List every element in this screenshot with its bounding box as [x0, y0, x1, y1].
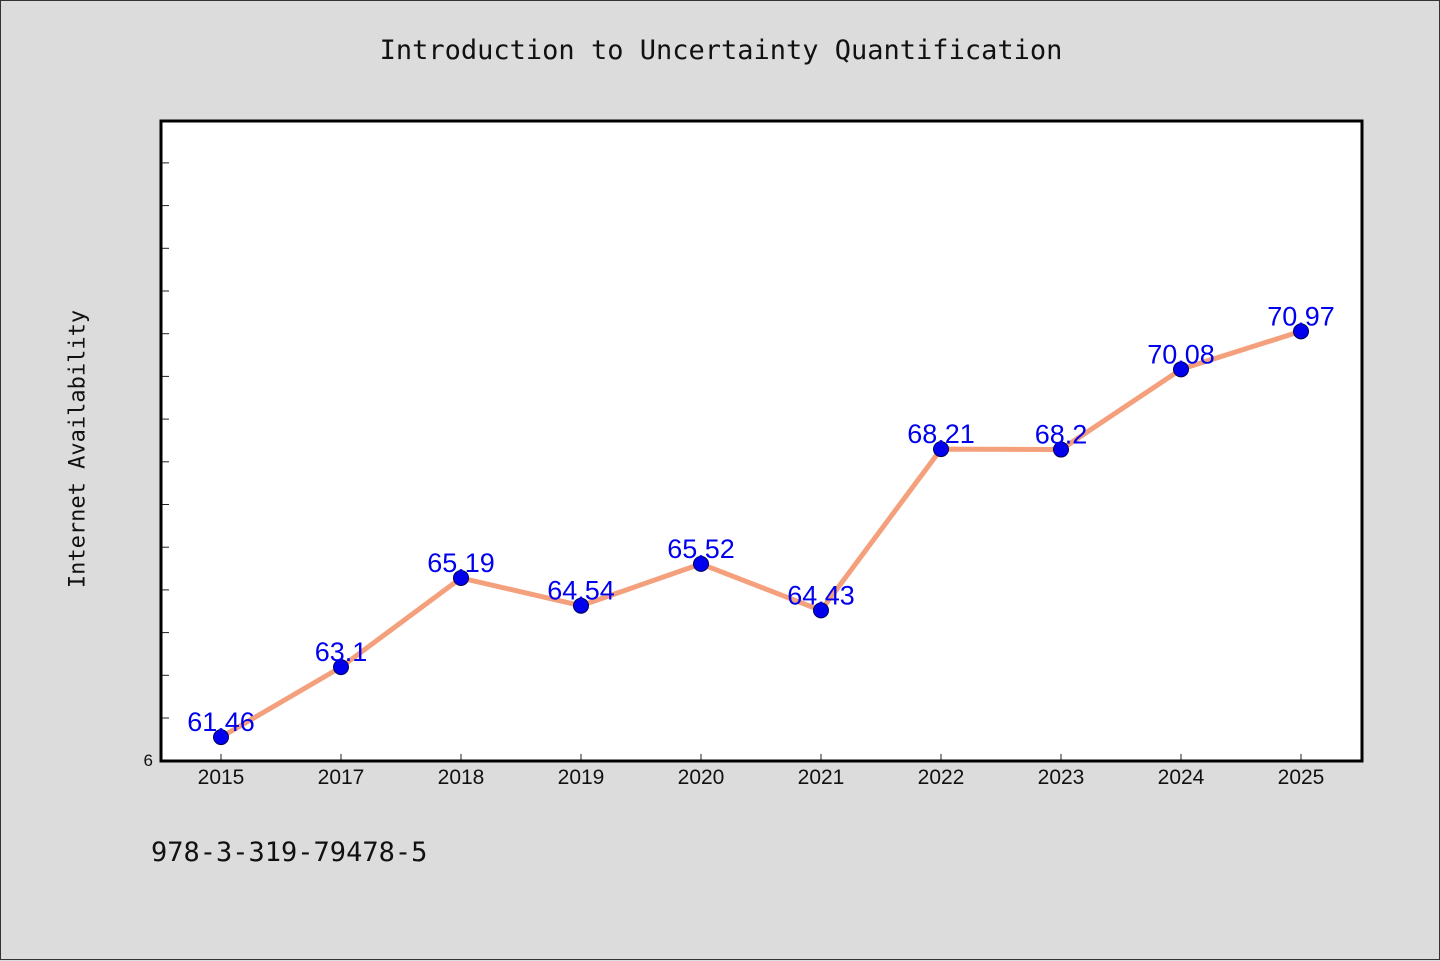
data-label: 65.52	[667, 534, 735, 564]
series-line	[218, 328, 1304, 740]
data-label: 64.43	[787, 580, 855, 610]
data-point	[453, 569, 469, 586]
data-label: 70.97	[1267, 301, 1335, 331]
data-label: 68.2	[1035, 420, 1088, 450]
data-point	[1173, 361, 1189, 378]
data-point	[333, 659, 349, 676]
x-tick-label: 2019	[558, 766, 605, 789]
data-label: 68.21	[907, 419, 975, 449]
data-label: 70.08	[1147, 339, 1215, 369]
data-point	[1053, 441, 1069, 458]
x-tick-label: 2017	[318, 766, 365, 789]
data-point	[573, 597, 589, 614]
data-point	[213, 729, 229, 746]
data-point	[693, 555, 709, 572]
data-label: 61.46	[187, 707, 255, 737]
data-point	[1293, 323, 1309, 340]
data-label: 65.19	[427, 548, 495, 578]
data-point	[813, 602, 829, 619]
x-tick-label: 2022	[918, 766, 965, 789]
x-tick-label: 2018	[438, 766, 485, 789]
x-tick-label: 2021	[798, 766, 845, 789]
x-tick-label: 2023	[1038, 766, 1085, 789]
x-tick-label: 2015	[198, 766, 245, 789]
x-tick-label: 2024	[1158, 766, 1205, 789]
data-label: 64.54	[547, 576, 615, 606]
plot-border	[159, 119, 1364, 763]
data-label: 63.1	[315, 637, 368, 667]
chart-title: Introduction to Uncertainty Quantificati…	[379, 35, 1063, 66]
y-tick-label: 6	[144, 751, 153, 770]
isbn-text: 978-3-319-79478-5	[151, 837, 428, 868]
x-tick-label: 2025	[1278, 766, 1325, 789]
data-point	[933, 441, 949, 458]
x-tick-label: 2020	[678, 766, 725, 789]
